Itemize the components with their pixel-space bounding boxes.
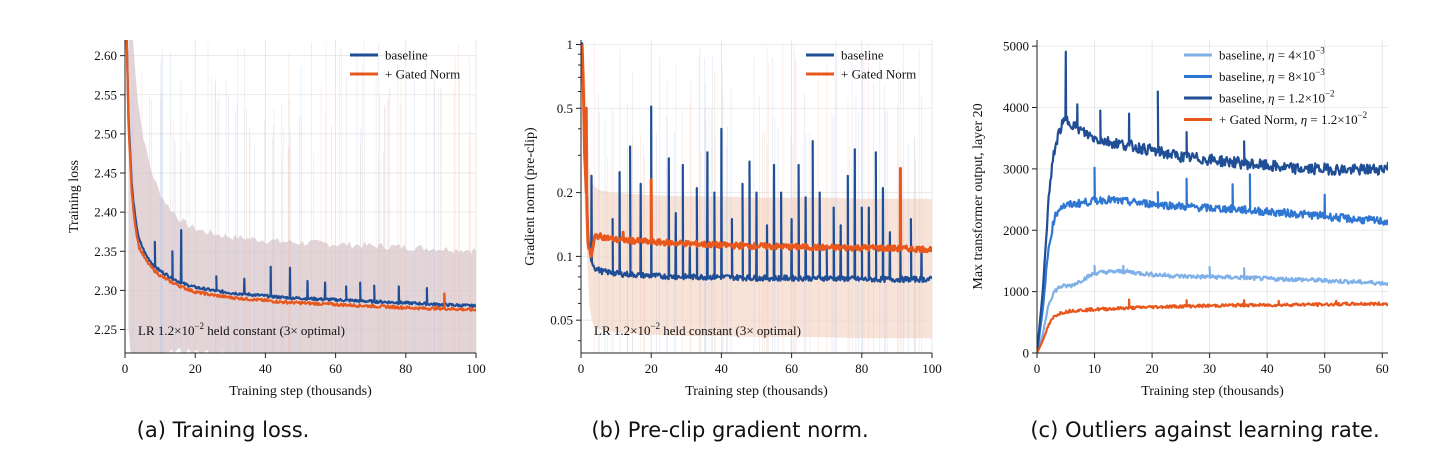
legend-label-prefix: baseline, xyxy=(1219,48,1268,63)
x-tick-label: 40 xyxy=(715,361,728,376)
annotation-exp: −2 xyxy=(650,321,660,331)
y-tick-label: 1 xyxy=(567,37,574,52)
annotation-suffix: held constant (3× optimal) xyxy=(660,323,801,338)
y-tick-label: 2.50 xyxy=(94,126,117,141)
series-line-0 xyxy=(125,40,476,309)
series-line-0 xyxy=(581,42,932,284)
legend-label-prefix: baseline, xyxy=(1219,69,1268,84)
legend-label-3: + Gated Norm, η = 1.2×10−2 xyxy=(1219,110,1367,127)
legend-label-1: + Gated Norm xyxy=(385,67,460,82)
legend-label-prefix: baseline, xyxy=(1219,91,1268,106)
plot-area xyxy=(1037,50,1388,353)
series-line-0 xyxy=(1037,264,1388,353)
annotation: LR 1.2×10−2 held constant (3× optimal) xyxy=(138,321,345,338)
y-tick-label: 3000 xyxy=(1003,161,1029,176)
caption-a: (a) Training loss. xyxy=(136,418,310,442)
legend-label-1: + Gated Norm xyxy=(841,67,916,82)
legend-label-eta: η xyxy=(1268,69,1274,84)
legend-label-exp: −3 xyxy=(1315,67,1325,77)
legend-label-exp: −2 xyxy=(1358,110,1368,120)
x-tick-label: 50 xyxy=(1318,361,1331,376)
annotation-prefix: LR 1.2×10 xyxy=(594,323,650,338)
plot-area xyxy=(125,40,476,353)
x-tick-label: 0 xyxy=(1034,361,1041,376)
series-line-1 xyxy=(125,40,476,312)
series-line-1 xyxy=(1037,166,1388,353)
series-line-3 xyxy=(1037,298,1388,353)
chart-gradient-norm: 0 20 40 60 80 100 0.05 0.1 0.2 0.5 1 Training step … xyxy=(523,37,942,399)
x-tick-label: 80 xyxy=(399,361,412,376)
y-tick-label: 0.05 xyxy=(550,313,573,328)
x-tick-label: 60 xyxy=(785,361,798,376)
y-tick-label: 0.1 xyxy=(557,249,573,264)
y-tick-label: 1000 xyxy=(1003,284,1029,299)
x-tick-label: 30 xyxy=(1203,361,1216,376)
y-tick-label: 2.40 xyxy=(94,205,117,220)
x-tick-label: 20 xyxy=(189,361,202,376)
y-axis-label: Gradient norm (pre-clip) xyxy=(523,127,538,266)
legend-label-value: = 8×10 xyxy=(1275,69,1316,84)
legend-label-eta: η xyxy=(1301,112,1307,127)
legend-label-value: = 1.2×10 xyxy=(1307,112,1357,127)
y-tick-label: 2.55 xyxy=(94,87,117,102)
annotation-suffix: held constant (3× optimal) xyxy=(204,323,345,338)
legend-label-exp: −2 xyxy=(1325,89,1335,99)
y-tick-label: 2.25 xyxy=(94,322,117,337)
chart-outliers-vs-learning-rate: 0 10 20 30 40 50 60 0 1000 2000 3000 4000 5000 Traini… xyxy=(971,39,1389,399)
legend-label-value: = 4×10 xyxy=(1275,48,1316,63)
legend-label-exp: −3 xyxy=(1315,46,1325,56)
y-tick-label: 4000 xyxy=(1003,100,1029,115)
x-tick-label: 10 xyxy=(1088,361,1101,376)
chart-training-loss: 0 20 40 60 80 100 2.25 2.30 2.35 2.40 2.45 2.50 2.55… xyxy=(67,40,486,399)
legend-label-0: baseline xyxy=(385,48,428,63)
y-tick-label: 2.30 xyxy=(94,283,117,298)
x-tick-label: 60 xyxy=(1376,361,1389,376)
y-tick-label: 5000 xyxy=(1003,39,1029,54)
annotation-prefix: LR 1.2×10 xyxy=(138,323,194,338)
x-tick-label: 0 xyxy=(578,361,585,376)
legend-label-1: baseline, η = 8×10−3 xyxy=(1219,67,1325,84)
y-axis-label: Max transformer output, layer 20 xyxy=(971,103,986,289)
annotation: LR 1.2×10−2 held constant (3× optimal) xyxy=(594,321,801,338)
x-tick-label: 80 xyxy=(855,361,868,376)
plot-area xyxy=(581,40,932,353)
x-tick-label: 100 xyxy=(466,361,486,376)
y-tick-label: 0.2 xyxy=(557,185,573,200)
legend-label-prefix: + Gated Norm, xyxy=(1219,112,1301,127)
annotation-exp: −2 xyxy=(194,321,204,331)
x-axis-label: Training step (thousands) xyxy=(229,384,372,399)
y-tick-label: 0 xyxy=(1023,346,1030,361)
legend-label-eta: η xyxy=(1268,48,1274,63)
series-line-2 xyxy=(1037,50,1388,353)
y-tick-label: 2.35 xyxy=(94,244,117,259)
x-tick-label: 20 xyxy=(1146,361,1159,376)
y-tick-label: 2.45 xyxy=(94,166,117,181)
legend-label-0: baseline, η = 4×10−3 xyxy=(1219,46,1325,63)
caption-c: (c) Outliers against learning rate. xyxy=(1030,418,1380,442)
x-tick-label: 0 xyxy=(122,361,129,376)
legend-label-eta: η xyxy=(1268,91,1274,106)
x-axis-label: Training step (thousands) xyxy=(1141,384,1284,399)
y-tick-label: 2000 xyxy=(1003,223,1029,238)
x-tick-label: 20 xyxy=(645,361,658,376)
x-tick-label: 100 xyxy=(922,361,942,376)
x-axis-label: Training step (thousands) xyxy=(685,384,828,399)
x-tick-label: 60 xyxy=(329,361,342,376)
legend-label-0: baseline xyxy=(841,48,884,63)
legend-label-value: = 1.2×10 xyxy=(1275,91,1325,106)
y-axis-label: Training loss xyxy=(67,160,82,233)
x-tick-label: 40 xyxy=(259,361,272,376)
variability-band xyxy=(128,40,476,353)
legend-label-2: baseline, η = 1.2×10−2 xyxy=(1219,89,1335,106)
y-tick-label: 0.5 xyxy=(557,101,573,116)
x-tick-label: 40 xyxy=(1261,361,1274,376)
caption-b: (b) Pre-clip gradient norm. xyxy=(591,418,869,442)
series-line-1 xyxy=(581,44,932,258)
y-tick-label: 2.60 xyxy=(94,48,117,63)
variability-band xyxy=(584,60,932,339)
